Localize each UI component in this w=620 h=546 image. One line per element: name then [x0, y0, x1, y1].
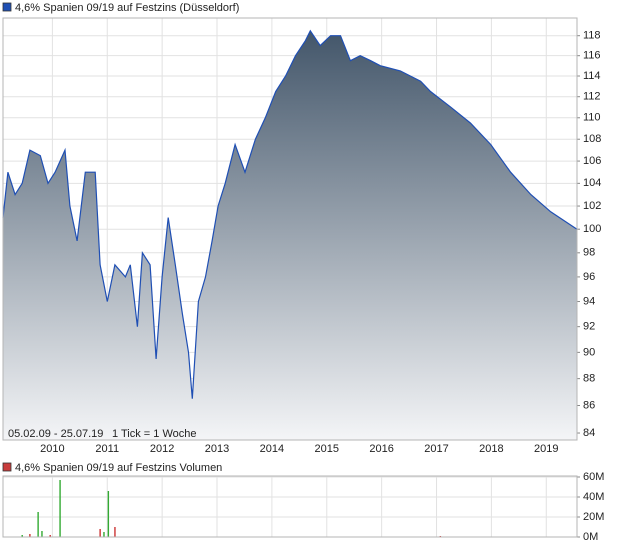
- y-tick-label: 116: [583, 50, 601, 62]
- legend-swatch: [2, 2, 12, 12]
- y-tick-label: 100: [583, 223, 601, 235]
- y-tick-label: 114: [583, 70, 601, 82]
- y-tick-label: 86: [583, 399, 595, 411]
- x-tick-label: 2017: [424, 443, 448, 455]
- volume-bar: [29, 534, 31, 537]
- y-tick-label: 104: [583, 177, 601, 189]
- chart-title: 4,6% Spanien 09/19 auf Festzins (Düsseld…: [15, 2, 239, 14]
- plot-frame: [2, 475, 578, 538]
- x-tick-label: 2019: [534, 443, 558, 455]
- volume-bar: [103, 532, 105, 537]
- y-tick-label: 106: [583, 155, 601, 167]
- y-tick-label: 102: [583, 200, 601, 212]
- x-tick-label: 2010: [40, 443, 64, 455]
- plot-frame: [2, 17, 578, 441]
- chart-title: 4,6% Spanien 09/19 auf Festzins Volumen: [15, 462, 222, 474]
- y-tick-label: 20M: [583, 511, 604, 523]
- price-line: [2, 29, 578, 399]
- y-tick-label: 110: [583, 112, 601, 124]
- y-tick-label: 92: [583, 321, 595, 333]
- y-tick-label: 112: [583, 91, 601, 103]
- y-tick-label: 94: [583, 295, 595, 307]
- x-tick-label: 2013: [205, 443, 229, 455]
- x-tick-label: 2012: [150, 443, 174, 455]
- x-tick-label: 2018: [479, 443, 503, 455]
- volume-bar: [107, 491, 110, 537]
- x-tick-label: 2016: [369, 443, 393, 455]
- area: [3, 30, 577, 441]
- y-tick-label: 88: [583, 373, 595, 385]
- y-tick-label: 60M: [583, 471, 604, 483]
- volume-bar: [21, 535, 23, 537]
- y-tick-label: 96: [583, 271, 595, 283]
- volume-bar: [49, 535, 51, 537]
- y-tick-label: 108: [583, 133, 601, 145]
- y-tick-label: 0M: [583, 531, 598, 543]
- tick-info: 1 Tick = 1 Woche: [112, 428, 196, 440]
- date-range: 05.02.09 - 25.07.19: [8, 428, 103, 440]
- y-tick-label: 118: [583, 30, 601, 42]
- legend-swatch: [2, 462, 12, 472]
- x-tick-label: 2014: [260, 443, 284, 455]
- x-tick-label: 2015: [315, 443, 339, 455]
- y-tick-label: 90: [583, 346, 595, 358]
- volume-bar: [59, 480, 61, 537]
- volume-bar: [41, 531, 43, 537]
- x-tick-label: 2011: [95, 443, 119, 455]
- volume-bar: [114, 527, 116, 537]
- y-tick-label: 98: [583, 247, 595, 259]
- y-tick-label: 84: [583, 427, 595, 439]
- y-tick-label: 40M: [583, 491, 604, 503]
- volume-bar: [37, 512, 39, 537]
- volume-bar: [99, 529, 101, 537]
